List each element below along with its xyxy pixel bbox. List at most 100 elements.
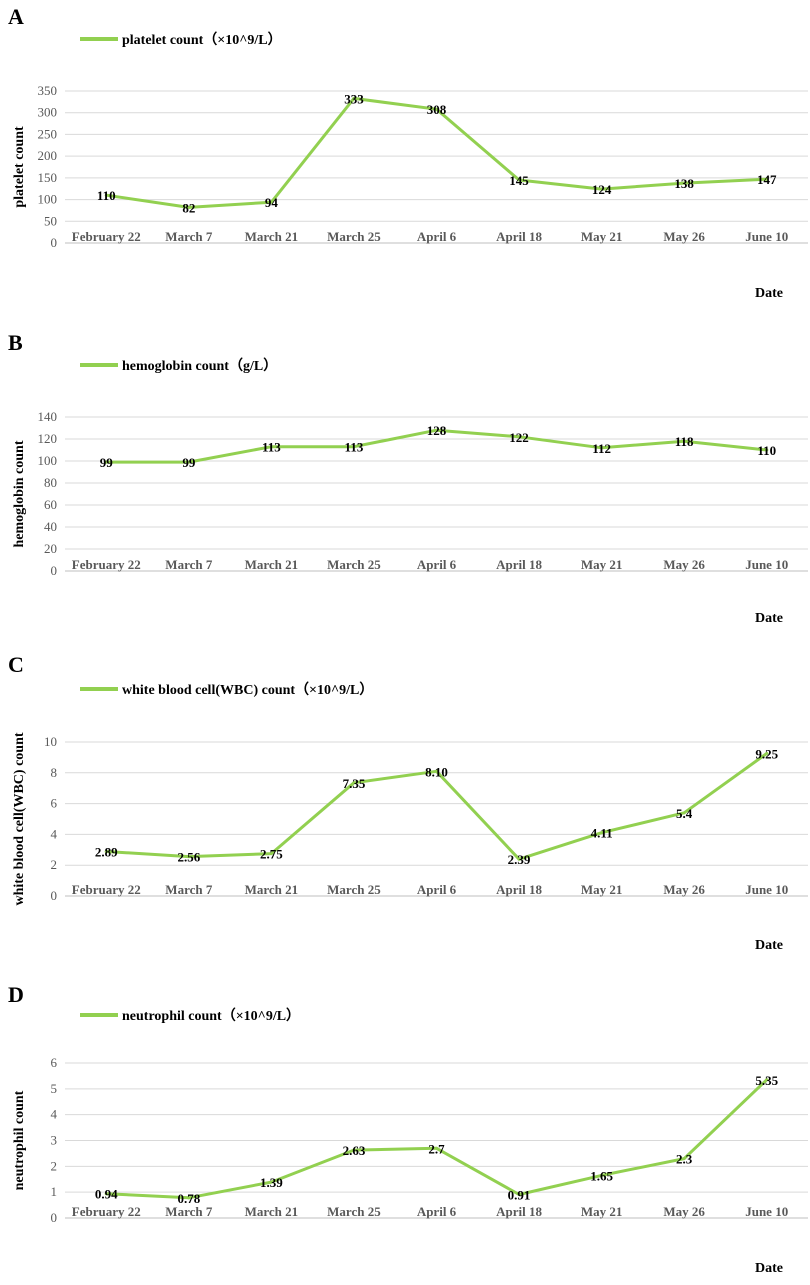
data-label: 2.75 bbox=[260, 847, 283, 862]
legend-label: platelet count（×10^9/L） bbox=[122, 32, 282, 48]
data-point bbox=[435, 1146, 438, 1150]
y-tick-label: 140 bbox=[38, 409, 58, 424]
data-point bbox=[435, 428, 438, 432]
y-tick-label: 40 bbox=[44, 519, 57, 534]
data-point bbox=[104, 849, 108, 853]
y-tick-label: 150 bbox=[38, 170, 58, 185]
data-point bbox=[765, 1078, 769, 1082]
data-label: 5.35 bbox=[755, 1073, 778, 1088]
data-label: 308 bbox=[427, 102, 447, 117]
x-tick-label: May 21 bbox=[581, 882, 623, 897]
data-label: 333 bbox=[344, 91, 364, 106]
x-axis-title: Date bbox=[755, 938, 783, 953]
x-tick-label: June 10 bbox=[745, 1204, 788, 1219]
x-tick-label: June 10 bbox=[745, 229, 788, 244]
y-tick-label: 0 bbox=[51, 1210, 58, 1225]
y-tick-label: 0 bbox=[51, 888, 58, 903]
data-point bbox=[352, 96, 356, 100]
panel-letter: D bbox=[8, 982, 24, 1007]
y-tick-label: 0 bbox=[51, 235, 58, 250]
data-point bbox=[517, 1192, 521, 1196]
y-tick-label: 100 bbox=[38, 453, 58, 468]
x-tick-label: March 21 bbox=[245, 229, 299, 244]
data-label: 138 bbox=[674, 176, 694, 191]
data-label: 112 bbox=[592, 441, 611, 456]
data-label: 122 bbox=[509, 430, 529, 445]
x-tick-label: March 21 bbox=[245, 1204, 299, 1219]
y-tick-label: 5 bbox=[51, 1081, 58, 1096]
data-point bbox=[187, 855, 191, 859]
data-point bbox=[352, 781, 356, 785]
data-label: 2.7 bbox=[428, 1141, 445, 1156]
data-point bbox=[104, 460, 108, 464]
data-label: 0.78 bbox=[177, 1191, 200, 1206]
data-label: 9.25 bbox=[755, 747, 778, 762]
x-tick-label: February 22 bbox=[72, 882, 141, 897]
x-tick-label: February 22 bbox=[72, 557, 141, 572]
data-label: 118 bbox=[675, 434, 694, 449]
x-tick-label: April 18 bbox=[496, 229, 542, 244]
x-tick-label: March 25 bbox=[327, 1204, 381, 1219]
data-point bbox=[269, 852, 273, 856]
x-tick-label: May 26 bbox=[663, 882, 705, 897]
data-label: 0.91 bbox=[508, 1187, 531, 1202]
data-label: 7.35 bbox=[343, 776, 366, 791]
y-tick-label: 0 bbox=[51, 563, 58, 578]
data-label: 8.10 bbox=[425, 764, 448, 779]
data-point bbox=[765, 448, 769, 452]
x-tick-label: March 7 bbox=[165, 882, 213, 897]
y-axis-title: hemoglobin count bbox=[12, 440, 27, 547]
data-label: 110 bbox=[97, 188, 116, 203]
x-tick-label: March 7 bbox=[165, 557, 213, 572]
y-tick-label: 10 bbox=[44, 734, 57, 749]
x-tick-label: April 18 bbox=[496, 1204, 542, 1219]
y-axis-title: neutrophil count bbox=[12, 1090, 27, 1190]
legend-label: hemoglobin count（g/L） bbox=[122, 358, 277, 374]
x-tick-label: May 26 bbox=[663, 557, 705, 572]
data-point bbox=[187, 205, 191, 209]
y-tick-label: 6 bbox=[51, 796, 58, 811]
legend-label: white blood cell(WBC) count（×10^9/L） bbox=[122, 682, 373, 698]
data-label: 113 bbox=[345, 440, 364, 455]
data-label: 1.39 bbox=[260, 1175, 283, 1190]
data-point bbox=[269, 445, 273, 449]
y-tick-label: 2 bbox=[51, 857, 58, 872]
data-label: 128 bbox=[427, 423, 447, 438]
x-tick-label: April 6 bbox=[417, 882, 457, 897]
data-label: 0.94 bbox=[95, 1187, 118, 1202]
y-tick-label: 100 bbox=[38, 192, 58, 207]
panel-letter: C bbox=[8, 652, 24, 677]
data-point bbox=[517, 857, 521, 861]
x-tick-label: April 18 bbox=[496, 882, 542, 897]
x-tick-label: March 21 bbox=[245, 557, 299, 572]
y-tick-label: 6 bbox=[51, 1055, 58, 1070]
y-tick-label: 2 bbox=[51, 1158, 58, 1173]
x-tick-label: February 22 bbox=[72, 1204, 141, 1219]
data-point bbox=[600, 831, 604, 835]
x-tick-label: May 21 bbox=[581, 557, 623, 572]
data-point bbox=[600, 446, 604, 450]
x-tick-label: April 6 bbox=[417, 1204, 457, 1219]
x-tick-label: May 21 bbox=[581, 1204, 623, 1219]
data-point bbox=[269, 1180, 273, 1184]
data-label: 145 bbox=[509, 173, 529, 188]
data-label: 2.63 bbox=[343, 1143, 366, 1158]
y-tick-label: 4 bbox=[51, 1107, 58, 1122]
x-tick-label: June 10 bbox=[745, 557, 788, 572]
x-tick-label: April 6 bbox=[417, 229, 457, 244]
data-point bbox=[682, 181, 686, 185]
data-point bbox=[187, 1196, 191, 1200]
x-tick-label: June 10 bbox=[745, 882, 788, 897]
x-tick-label: March 25 bbox=[327, 882, 381, 897]
data-point bbox=[435, 769, 438, 773]
y-tick-label: 250 bbox=[38, 126, 58, 141]
data-point bbox=[104, 193, 108, 197]
x-tick-label: March 25 bbox=[327, 229, 381, 244]
data-point bbox=[682, 439, 686, 443]
data-label: 94 bbox=[265, 195, 279, 210]
data-label: 2.3 bbox=[676, 1152, 693, 1167]
